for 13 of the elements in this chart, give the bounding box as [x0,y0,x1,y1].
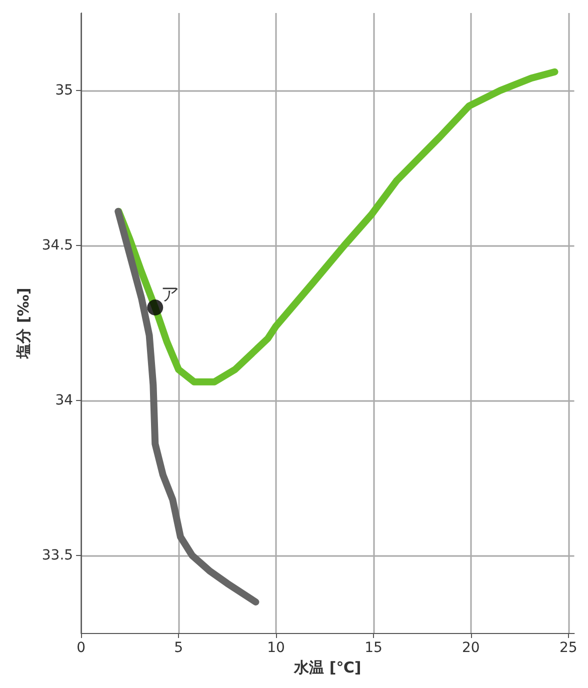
annotation: ア [161,284,180,305]
x-tick-label: 5 [174,640,183,656]
y-tick-label: 34.5 [42,238,74,254]
x-tick-label: 0 [76,640,86,656]
x-tick-label: 15 [364,640,382,656]
y-tick-label: 34 [55,392,74,408]
y-tick-label: 33.5 [42,548,74,564]
x-tick-label: 25 [559,640,578,656]
x-tick-label: 20 [462,640,480,656]
y-axis-title: 塩分 [‰] [14,288,32,360]
y-tick-label: 35 [55,82,74,98]
x-axis-title: 水温 [℃] [293,658,362,676]
x-tick-label: 10 [267,640,285,656]
